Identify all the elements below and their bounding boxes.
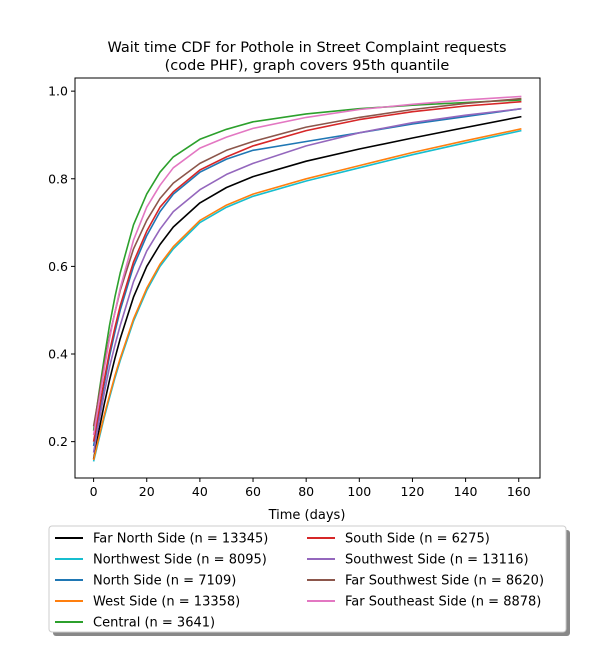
legend-label-7: Far Southwest Side (n = 8620) [345, 574, 544, 589]
x-tick-label: 140 [454, 484, 478, 499]
series-line-1 [92, 129, 522, 462]
y-tick-label: 0.2 [48, 434, 68, 449]
x-tick-label: 120 [401, 484, 425, 499]
y-axis-ticks: 0.2 0.4 0.6 0.8 1.0 [48, 84, 75, 449]
series-line-4 [92, 99, 522, 431]
x-tick-label: 160 [507, 484, 531, 499]
x-tick-label: 40 [192, 484, 208, 499]
series-line-7 [92, 97, 522, 427]
x-axis-label: Time (days) [268, 508, 346, 523]
legend-label-2: North Side (n = 7109) [93, 574, 236, 589]
x-tick-label: 100 [347, 484, 371, 499]
legend: Far North Side (n = 13345) Northwest Side… [48, 525, 570, 636]
series-line-2 [92, 107, 522, 447]
y-tick-label: 1.0 [48, 84, 68, 99]
legend-label-6: Southwest Side (n = 13116) [345, 553, 529, 568]
chart-title-line-2: (code PHF), graph covers 95th quantile [165, 58, 450, 74]
series-line-6 [92, 107, 522, 453]
x-tick-label: 0 [90, 484, 98, 499]
x-tick-label: 60 [245, 484, 261, 499]
legend-label-8: Far Southeast Side (n = 8878) [345, 595, 541, 610]
x-tick-label: 20 [139, 484, 155, 499]
legend-label-3: West Side (n = 13358) [93, 595, 240, 610]
legend-label-1: Northwest Side (n = 8095) [93, 553, 267, 568]
x-tick-label: 80 [298, 484, 314, 499]
legend-label-4: Central (n = 3641) [93, 616, 215, 631]
series-line-8 [92, 95, 522, 436]
x-axis-ticks: 0 20 40 60 80 100 120 140 160 [90, 478, 531, 499]
series-line-3 [92, 128, 522, 461]
y-tick-label: 0.4 [48, 347, 68, 362]
y-tick-label: 0.8 [48, 171, 68, 186]
legend-label-0: Far North Side (n = 13345) [93, 532, 268, 547]
y-tick-label: 0.6 [48, 259, 68, 274]
series-line-5 [92, 100, 522, 442]
series-line-0 [92, 115, 522, 460]
legend-label-5: South Side (n = 6275) [345, 532, 490, 547]
plot-area [92, 95, 522, 462]
plot-frame [74, 77, 541, 479]
chart-title-line-1: Wait time CDF for Pothole in Street Comp… [107, 40, 506, 56]
legend-entries: Far North Side (n = 13345) Northwest Side… [55, 532, 544, 631]
